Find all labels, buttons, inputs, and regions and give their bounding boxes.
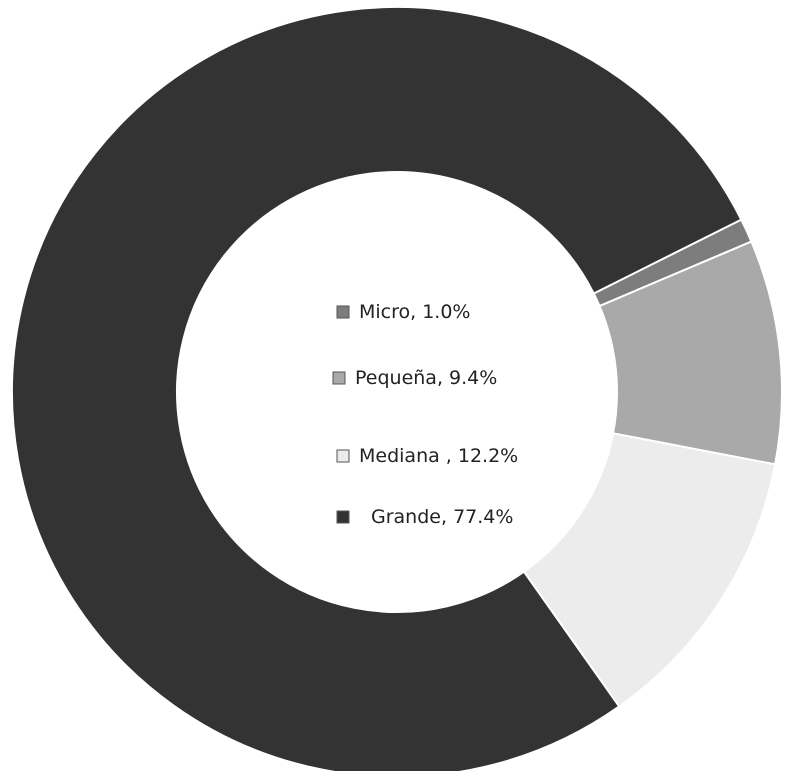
donut-slice <box>11 6 743 771</box>
data-label: , 9.4% <box>437 367 497 389</box>
legend-swatch <box>336 449 350 463</box>
data-label: , 77.4% <box>441 506 513 528</box>
legend-label: Micro, 1.0% <box>359 301 471 323</box>
legend-label: Mediana , 12.2% <box>359 445 518 467</box>
legend-label: Pequeña, 9.4% <box>355 367 497 389</box>
data-label: , 1.0% <box>410 301 470 323</box>
legend-swatch <box>336 510 350 524</box>
legend-label: Grande, 77.4% <box>371 506 513 528</box>
legend-swatch <box>336 305 350 319</box>
data-label: , 12.2% <box>440 445 518 467</box>
legend-category: Grande <box>371 506 441 528</box>
donut-slice <box>522 432 777 708</box>
legend-category: Pequeña <box>355 367 437 389</box>
legend-category: Mediana <box>359 445 440 467</box>
legend-category: Micro <box>359 301 410 323</box>
legend-swatch <box>332 371 346 385</box>
